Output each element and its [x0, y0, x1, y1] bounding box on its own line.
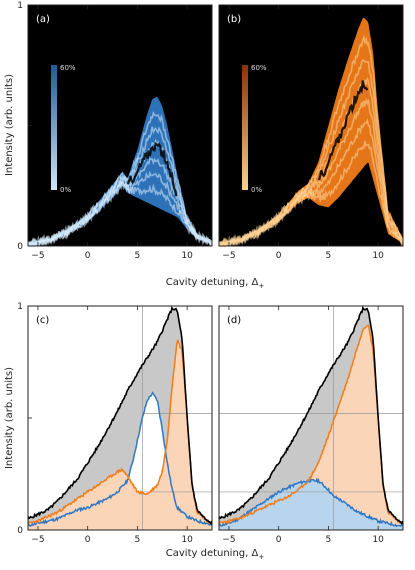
x-tick-label: 10 — [181, 535, 193, 545]
x-tick-label: −5 — [31, 535, 44, 545]
colorbar — [242, 65, 248, 190]
colorbar-top-label: 60% — [251, 64, 267, 72]
series-line-blue — [218, 477, 404, 528]
colorbar — [51, 65, 57, 190]
series-line-orange — [218, 324, 404, 525]
colorbar-bottom-label: 0% — [60, 186, 71, 194]
y-tick-label-1: 1 — [17, 1, 23, 11]
colorbar-top-label: 60% — [60, 64, 76, 72]
density-gap — [127, 142, 178, 197]
orange-fill — [28, 339, 212, 530]
panel-label: (b) — [227, 14, 241, 25]
series-line-orange — [27, 339, 213, 525]
y-tick-label-0: 0 — [17, 242, 23, 252]
panel-frame — [218, 305, 404, 531]
x-axis-label: Cavity detuning, Δ+ — [166, 277, 265, 290]
y-axis-label: Intensity (arb. units) — [4, 74, 15, 176]
panel-3: (d) — [218, 305, 404, 531]
x-tick-label: 10 — [181, 251, 193, 261]
x-tick-label: −5 — [31, 251, 44, 261]
x-tick-label: −5 — [222, 535, 235, 545]
density-gap — [318, 80, 369, 181]
x-tick-label: 5 — [135, 251, 141, 261]
series-line-black — [27, 305, 213, 525]
y-axis-label: Intensity (arb. units) — [4, 367, 15, 469]
blue-fill — [219, 479, 403, 530]
panel-label: (c) — [36, 315, 49, 326]
density-trace — [27, 110, 213, 247]
panel-2: (c) — [27, 305, 213, 531]
x-axis-label: Cavity detuning, Δ+ — [166, 548, 265, 561]
orange-fill — [219, 325, 403, 530]
panel-1: 60% 0% (b) — [218, 4, 404, 250]
panel-label: (a) — [36, 14, 50, 25]
panel-frame — [218, 4, 404, 247]
x-tick-label: 10 — [372, 251, 384, 261]
x-tick-label: 0 — [276, 251, 282, 261]
panel-0: 60% 0% (a) — [27, 4, 213, 250]
x-tick-label: 0 — [85, 535, 91, 545]
colorbar-bottom-label: 0% — [251, 186, 262, 194]
x-tick-label: 10 — [372, 535, 384, 545]
y-tick-label-0: 0 — [17, 526, 23, 536]
x-tick-label: 5 — [326, 535, 332, 545]
density-trace — [218, 34, 404, 247]
gray-fill — [219, 307, 403, 525]
y-tick-label-1: 1 — [17, 302, 23, 312]
x-tick-label: −5 — [222, 251, 235, 261]
series-line-black — [218, 305, 404, 525]
x-tick-label: 5 — [326, 251, 332, 261]
x-tick-label: 0 — [276, 535, 282, 545]
x-tick-label: 5 — [135, 535, 141, 545]
series-line-blue — [27, 391, 213, 527]
x-tick-label: 0 — [85, 251, 91, 261]
gray-fill — [28, 307, 212, 525]
panel-label: (d) — [227, 315, 241, 326]
